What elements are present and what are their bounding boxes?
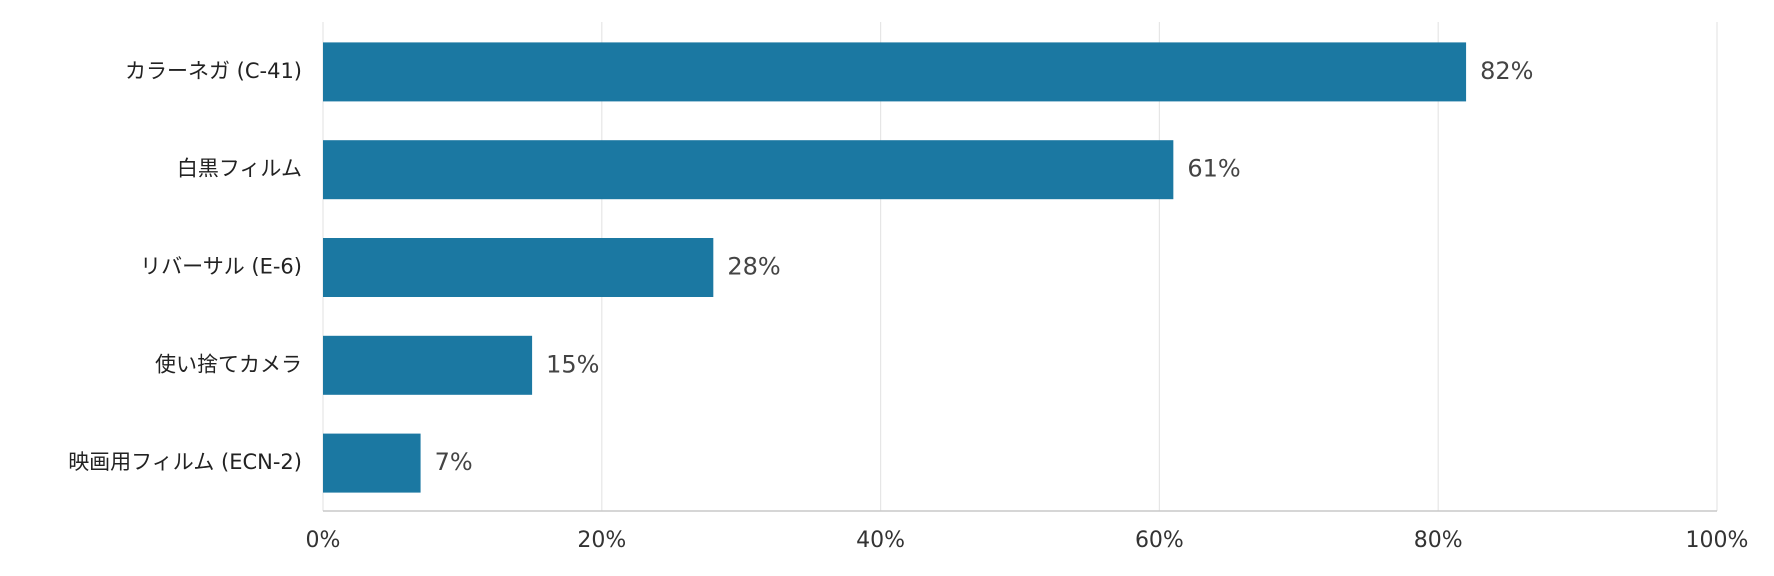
value-label: 15% — [546, 350, 599, 378]
bar — [323, 433, 421, 493]
y-tick-label: カラーネガ (C-41) — [125, 59, 302, 83]
value-label: 28% — [727, 253, 780, 281]
x-tick-label: 60% — [1135, 528, 1184, 553]
x-tick-label: 40% — [856, 528, 905, 553]
y-tick-label: 映画用フィルム (ECN-2) — [68, 450, 302, 474]
x-tick-label: 20% — [577, 528, 626, 553]
value-label: 7% — [435, 448, 473, 476]
y-tick-label: リバーサル (E-6) — [140, 255, 302, 279]
bar — [323, 42, 1467, 102]
x-tick-label: 80% — [1414, 528, 1463, 553]
y-tick-label: 白黒フィルム — [177, 157, 302, 181]
y-tick-label: 使い捨てカメラ — [155, 352, 302, 376]
bar — [323, 238, 714, 297]
value-label: 61% — [1187, 155, 1240, 183]
bar — [323, 335, 533, 395]
value-label: 82% — [1480, 57, 1533, 85]
x-tick-label: 100% — [1686, 528, 1749, 553]
bar — [323, 140, 1174, 200]
x-tick-label: 0% — [306, 528, 341, 553]
